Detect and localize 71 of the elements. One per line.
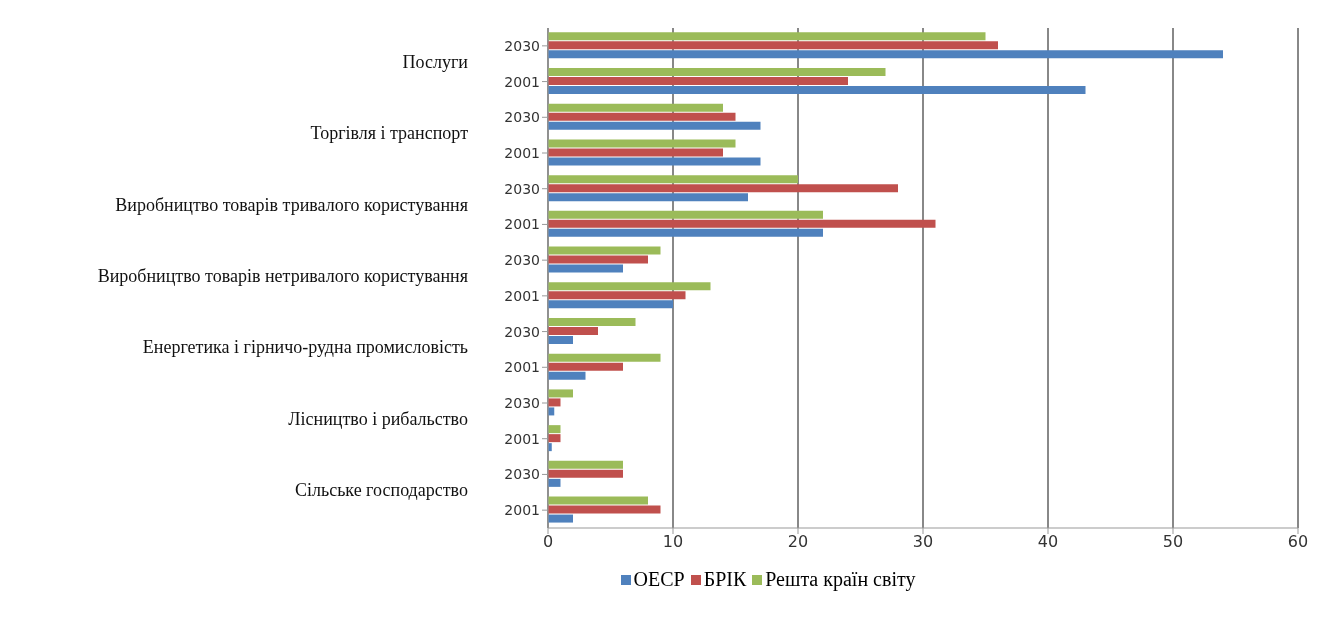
bar	[548, 318, 636, 326]
bar	[548, 112, 736, 121]
bar	[548, 255, 648, 264]
y-tick-label: 2001	[504, 359, 540, 376]
bar	[548, 362, 623, 371]
text: Лісництво і рибальство	[288, 408, 468, 430]
bar	[548, 148, 723, 157]
bar	[548, 193, 748, 202]
bar	[548, 157, 761, 166]
x-tick-label: 60	[1287, 532, 1309, 552]
bar	[548, 121, 761, 130]
bar	[548, 77, 848, 85]
legend-label: Решта країн світу	[764, 568, 916, 591]
bar	[548, 282, 711, 291]
x-tick-label: 0	[542, 532, 554, 552]
bar	[548, 460, 623, 469]
x-tick-label: 40	[1037, 532, 1059, 552]
legend-label: БРІК	[702, 568, 747, 591]
y-tick-label: 2030	[504, 109, 540, 126]
text: Енергетика і гірничо-рудна промисловість	[142, 337, 468, 359]
bar	[548, 219, 936, 228]
bar	[548, 68, 886, 76]
bar	[548, 336, 573, 344]
bar	[548, 139, 736, 148]
y-tick-label: 2030	[504, 323, 540, 340]
y-tick-label: 2001	[504, 73, 540, 90]
text: Сільське господарство	[294, 480, 468, 502]
bar	[548, 103, 723, 112]
text: Виробництво товарів тривалого користування	[115, 194, 468, 216]
bar	[548, 264, 623, 273]
bar	[548, 32, 986, 41]
bar	[548, 425, 561, 434]
bar	[548, 398, 561, 407]
bar	[548, 327, 598, 335]
bar	[548, 478, 561, 487]
bar	[548, 353, 661, 362]
y-tick-label: 2001	[504, 430, 540, 447]
x-tick-label: 10	[662, 532, 684, 552]
bar	[548, 389, 573, 398]
x-tick-label: 20	[787, 532, 809, 552]
bar	[548, 228, 823, 237]
bar	[548, 291, 686, 300]
y-tick-label: 2030	[504, 180, 540, 197]
bar	[548, 505, 661, 514]
text: Виробництво товарів нетривалого користування	[97, 266, 468, 287]
text: Торгівля і транспорт	[310, 123, 468, 145]
y-tick-label: 2030	[504, 37, 540, 54]
bar	[548, 469, 623, 478]
bar	[548, 514, 573, 523]
bar	[548, 496, 648, 505]
y-tick-label: 2030	[504, 394, 540, 411]
bar	[548, 50, 1223, 59]
bar	[548, 175, 798, 184]
bar	[548, 184, 898, 193]
y-tick-label: 2001	[504, 502, 540, 519]
bar	[548, 86, 1086, 94]
x-tick-label: 30	[912, 532, 934, 552]
bar	[548, 300, 673, 309]
bar	[548, 210, 823, 219]
y-tick-label: 2030	[504, 252, 540, 269]
bar	[548, 371, 586, 380]
bar	[548, 434, 561, 443]
y-tick-label: 2030	[504, 466, 540, 483]
legend-label: ОЕСР	[632, 568, 685, 591]
y-tick-label: 2001	[504, 287, 540, 304]
x-tick-label: 50	[1162, 532, 1184, 552]
bar	[548, 41, 998, 50]
y-tick-label: 2001	[504, 216, 540, 233]
y-tick-label: 2001	[504, 144, 540, 161]
bar	[548, 246, 661, 255]
text: Послуги	[402, 51, 468, 73]
